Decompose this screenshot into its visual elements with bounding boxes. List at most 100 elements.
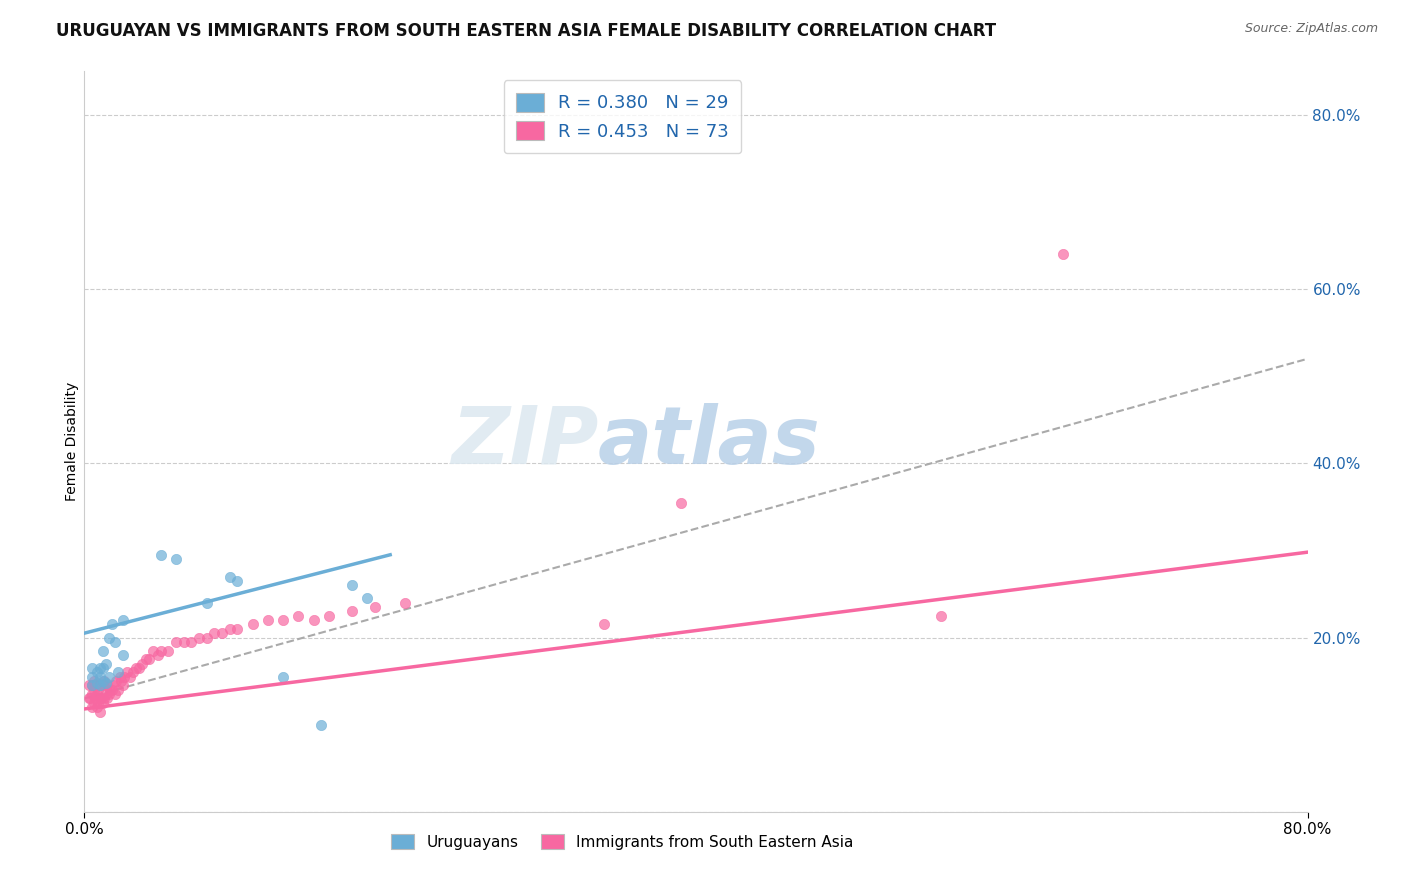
Point <box>97 631 120 645</box>
Text: Source: ZipAtlas.com: Source: ZipAtlas.com <box>1244 22 1378 36</box>
Text: ZIP: ZIP <box>451 402 598 481</box>
Point <box>271 670 294 684</box>
Point <box>107 665 129 680</box>
Point <box>91 678 114 692</box>
Point <box>318 608 340 623</box>
Point <box>86 687 108 701</box>
Point <box>226 622 249 636</box>
Y-axis label: Female Disability: Female Disability <box>65 382 79 501</box>
Point <box>287 608 309 623</box>
Point <box>77 678 100 692</box>
Point <box>142 643 165 657</box>
Point <box>91 661 114 675</box>
Point <box>94 675 117 690</box>
Point <box>112 670 135 684</box>
Point <box>96 678 118 692</box>
Point <box>80 700 103 714</box>
Point <box>91 643 114 657</box>
Point <box>97 670 120 684</box>
Point <box>311 717 333 731</box>
Point <box>195 631 218 645</box>
Text: atlas: atlas <box>598 402 821 481</box>
Point <box>77 691 100 706</box>
Point <box>87 696 110 710</box>
Point <box>111 648 134 662</box>
Point <box>89 670 111 684</box>
Point <box>356 591 378 606</box>
Point <box>86 678 108 692</box>
Point <box>195 596 218 610</box>
Point <box>86 675 108 690</box>
Point <box>111 613 134 627</box>
Point <box>90 691 112 706</box>
Point <box>340 578 363 592</box>
Point <box>211 626 233 640</box>
Point <box>86 665 108 680</box>
Point <box>1052 247 1074 261</box>
Point <box>218 569 240 583</box>
Point <box>271 613 294 627</box>
Point <box>257 613 280 627</box>
Point <box>929 608 952 623</box>
Point <box>80 670 103 684</box>
Point <box>146 648 169 662</box>
Point <box>110 674 132 689</box>
Point <box>103 678 125 692</box>
Point <box>104 635 127 649</box>
Point <box>79 691 101 706</box>
Point <box>138 652 160 666</box>
Point <box>101 682 124 697</box>
Legend: Uruguayans, Immigrants from South Eastern Asia: Uruguayans, Immigrants from South Easter… <box>385 828 860 856</box>
Point <box>98 682 121 697</box>
Point <box>173 635 195 649</box>
Point <box>83 682 105 697</box>
Point <box>84 691 107 706</box>
Point <box>218 622 240 636</box>
Point <box>89 661 111 675</box>
Point <box>91 696 114 710</box>
Point <box>90 678 112 692</box>
Point <box>104 687 127 701</box>
Point <box>91 674 114 689</box>
Point <box>97 687 120 701</box>
Text: URUGUAYAN VS IMMIGRANTS FROM SOUTH EASTERN ASIA FEMALE DISABILITY CORRELATION CH: URUGUAYAN VS IMMIGRANTS FROM SOUTH EASTE… <box>56 22 997 40</box>
Point <box>89 691 111 706</box>
Point <box>120 670 142 684</box>
Point <box>149 643 172 657</box>
Point <box>394 596 416 610</box>
Point <box>80 678 103 692</box>
Point <box>131 657 153 671</box>
Point <box>89 705 111 719</box>
Point <box>86 700 108 714</box>
Point <box>80 687 103 701</box>
Point <box>89 678 111 692</box>
Point <box>93 691 115 706</box>
Point <box>157 643 180 657</box>
Point <box>89 678 111 692</box>
Point <box>96 691 118 706</box>
Point <box>84 678 107 692</box>
Point <box>115 665 138 680</box>
Point <box>180 635 202 649</box>
Point <box>83 674 105 689</box>
Point <box>202 626 225 640</box>
Point <box>80 661 103 675</box>
Point <box>101 617 124 632</box>
Point <box>149 548 172 562</box>
Point <box>226 574 249 588</box>
Point <box>135 652 157 666</box>
Point <box>93 674 115 689</box>
Point <box>105 674 128 689</box>
Point <box>188 631 211 645</box>
Point <box>669 495 692 509</box>
Point <box>111 678 134 692</box>
Point <box>165 552 187 566</box>
Point <box>94 657 117 671</box>
Point <box>107 682 129 697</box>
Point <box>83 696 105 710</box>
Point <box>364 600 387 615</box>
Point <box>593 617 616 632</box>
Point <box>340 604 363 618</box>
Point <box>87 682 110 697</box>
Point <box>128 661 150 675</box>
